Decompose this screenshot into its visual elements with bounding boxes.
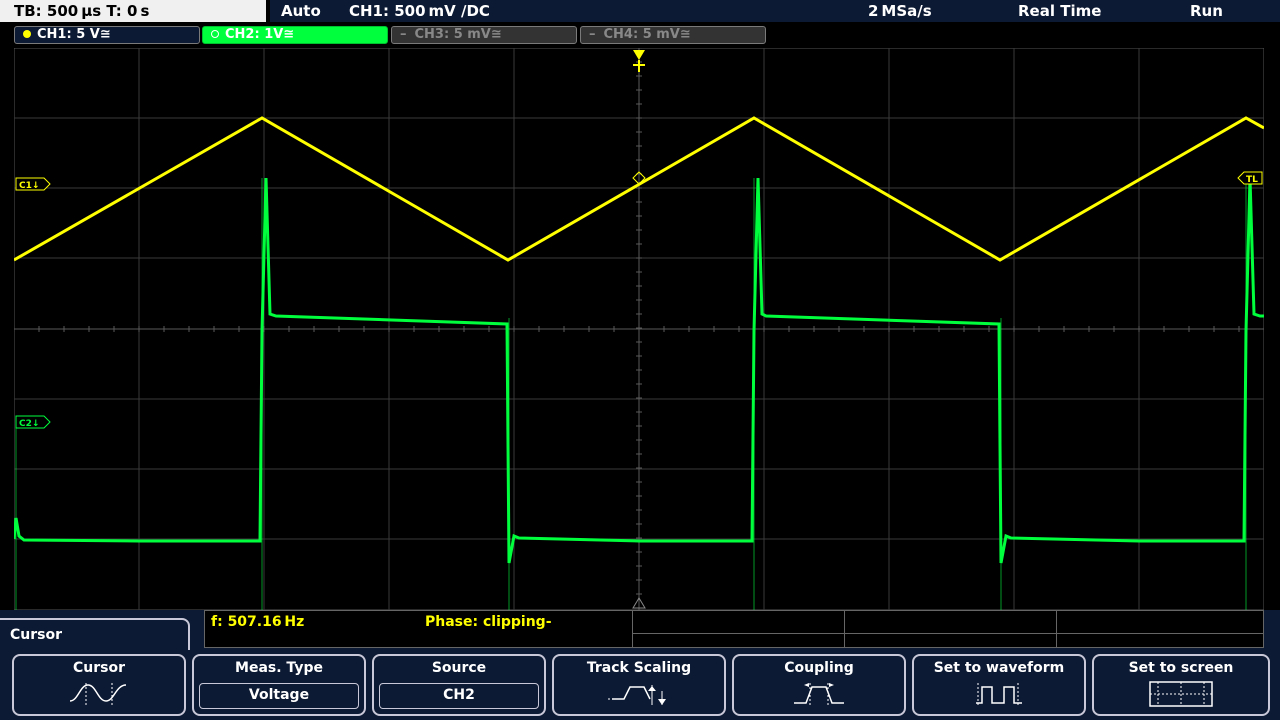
- trigger-level-marker[interactable]: TL: [1237, 171, 1263, 185]
- set-to-waveform-softkey[interactable]: Set to waveform: [912, 654, 1086, 716]
- softkey-label: Source: [431, 660, 487, 676]
- svg-text:C1↓: C1↓: [19, 181, 39, 191]
- run-state[interactable]: Run: [1190, 2, 1223, 20]
- waveform-display[interactable]: C1↓ C2↓ TL: [14, 48, 1264, 610]
- ch3-off-icon: –: [400, 27, 407, 42]
- menu-title: Cursor: [0, 618, 190, 650]
- channel-tab-label: CH4: 5 mV≅: [603, 27, 691, 42]
- channel-tab-ch1[interactable]: CH1: 5 V≅: [14, 26, 200, 44]
- softkey-label: Cursor: [72, 660, 125, 676]
- meas-type-value: Voltage: [199, 683, 359, 709]
- sine-cursor-icon: [69, 683, 127, 707]
- status-bar: TB: 500 µs T: 0 s Auto CH1: 500 mV ∕DC 2…: [0, 0, 1280, 22]
- channel-tabs: CH1: 5 V≅ CH2: 1V≅ – CH3: 5 mV≅ – CH4: 5 m…: [0, 22, 1280, 47]
- phase-readout: Phase: clipping-: [425, 614, 552, 630]
- coupling-icon: [794, 683, 844, 707]
- trigger-bottom-marker-icon: [632, 597, 646, 609]
- set-to-screen-softkey[interactable]: Set to screen: [1092, 654, 1270, 716]
- ch2-indicator-icon: [211, 29, 219, 38]
- ch1-offset-marker[interactable]: C1↓: [15, 177, 51, 191]
- channel-tab-label: CH1: 5 V≅: [37, 27, 111, 42]
- trigger-mode[interactable]: Auto: [281, 2, 321, 20]
- softkey-label: Track Scaling: [586, 660, 692, 676]
- softkey-label: Meas. Type: [235, 660, 323, 676]
- svg-text:TL: TL: [1246, 175, 1258, 185]
- track-scaling-softkey[interactable]: Track Scaling: [552, 654, 726, 716]
- channel-tab-ch3[interactable]: – CH3: 5 mV≅: [391, 26, 577, 44]
- softkey-label: Set to screen: [1128, 660, 1234, 676]
- coupling-softkey[interactable]: Coupling: [732, 654, 906, 716]
- graticule-ticks: [14, 48, 1264, 609]
- channel-tab-ch2[interactable]: CH2: 1V≅: [202, 26, 388, 44]
- source-value: CH2: [379, 683, 539, 709]
- softkey-label: Set to waveform: [933, 660, 1065, 676]
- ch1-indicator-icon: [23, 29, 31, 38]
- ch2-offset-marker[interactable]: C2↓: [15, 415, 51, 429]
- ch2-waveform: [14, 177, 1264, 610]
- ch4-off-icon: –: [589, 27, 596, 42]
- status-divider: [266, 0, 270, 22]
- square-wave-icon: [976, 683, 1022, 707]
- ch1-waveform: [14, 116, 1264, 262]
- source-softkey[interactable]: Source CH2: [372, 654, 546, 716]
- channel-tab-ch4[interactable]: – CH4: 5 mV≅: [580, 26, 766, 44]
- readout-divider: [1056, 611, 1057, 647]
- softkey-label: Coupling: [784, 660, 854, 676]
- screen-box-icon: [1149, 681, 1213, 707]
- channel-tab-label: CH3: 5 mV≅: [414, 27, 502, 42]
- svg-text:C2↓: C2↓: [19, 419, 39, 429]
- readout-divider: [632, 633, 1264, 634]
- trigger-point-icon: [632, 171, 646, 185]
- frequency-readout: f: 507.16 Hz: [211, 614, 305, 630]
- track-scaling-icon: [608, 685, 666, 705]
- readout-divider: [844, 611, 845, 647]
- channel-tab-label: CH2: 1V≅: [225, 27, 295, 42]
- timebase-readout[interactable]: TB: 500 µs T: 0 s: [0, 0, 266, 22]
- trigger-position-icon[interactable]: [633, 50, 645, 72]
- cursor-softkey[interactable]: Cursor: [12, 654, 186, 716]
- meas-type-softkey[interactable]: Meas. Type Voltage: [192, 654, 366, 716]
- sample-rate: 2 MSa/s: [868, 2, 932, 20]
- measurement-readout: f: 507.16 Hz Phase: clipping-: [204, 610, 1264, 648]
- readout-divider: [632, 611, 633, 647]
- acquisition-mode[interactable]: Real Time: [1018, 2, 1102, 20]
- trigger-info[interactable]: CH1: 500 mV ∕DC: [349, 2, 490, 20]
